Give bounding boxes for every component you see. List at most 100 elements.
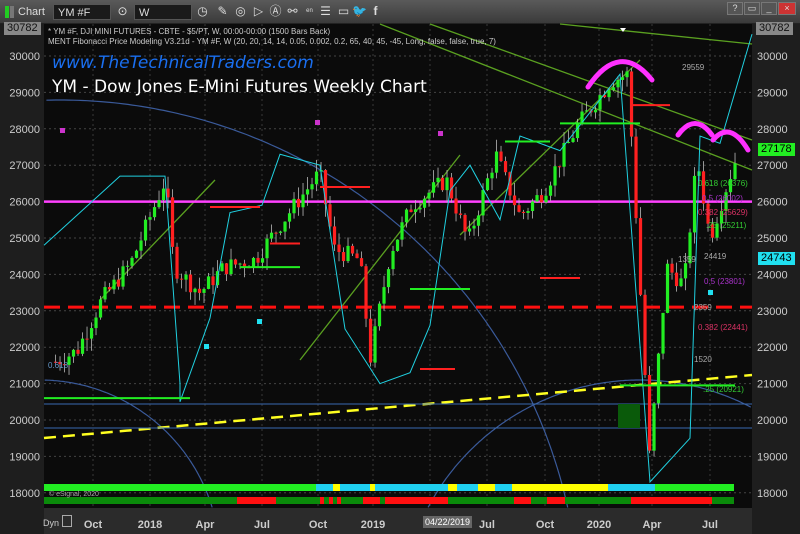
minimize-button[interactable]: _ bbox=[761, 2, 777, 15]
close-button[interactable]: × bbox=[778, 2, 796, 15]
y-tick-left: 25000 bbox=[9, 233, 40, 245]
candle-down bbox=[58, 361, 62, 365]
y-tick-right: 25000 bbox=[757, 233, 788, 245]
candle-down bbox=[512, 195, 517, 206]
x-tick: Oct bbox=[309, 519, 328, 531]
candle-up bbox=[530, 201, 535, 212]
restore-button[interactable]: ▭ bbox=[744, 2, 760, 15]
pencil-icon[interactable]: ✎ bbox=[217, 4, 228, 18]
trend-bar-segment bbox=[44, 484, 316, 491]
candle-up bbox=[382, 287, 386, 304]
trend-bar-segment bbox=[457, 484, 478, 491]
signal-marker bbox=[60, 128, 65, 133]
y-tick-right: 30000 bbox=[757, 51, 788, 63]
link-indicator-icon[interactable] bbox=[5, 4, 15, 20]
candle-up bbox=[611, 87, 616, 91]
candle-up bbox=[728, 179, 733, 193]
twitter-icon[interactable]: 🐦 bbox=[352, 4, 367, 18]
y-tick-left: 21000 bbox=[9, 379, 40, 391]
hand-drawn-top-arc bbox=[710, 129, 751, 153]
fib-annotation: 2359 bbox=[694, 303, 712, 312]
candle-down bbox=[521, 211, 526, 213]
study-header-symbol: * YM #F, DJI MINI FUTURES - CBTE - $5/PT… bbox=[48, 27, 331, 36]
candle-down bbox=[328, 204, 332, 227]
fib-annotation: 1359 bbox=[678, 255, 696, 264]
y-tick-right: 19000 bbox=[757, 451, 788, 463]
candle-up bbox=[481, 190, 485, 216]
candle-up bbox=[139, 240, 143, 251]
candle-up bbox=[418, 207, 422, 210]
candle-up bbox=[494, 151, 499, 173]
candle-up bbox=[206, 276, 211, 289]
candle-down bbox=[170, 197, 175, 247]
candle-up bbox=[161, 188, 166, 201]
candle-down bbox=[256, 257, 260, 263]
play-icon[interactable]: ▷ bbox=[253, 4, 264, 18]
fib-annotation: 0.382 (22441) bbox=[698, 323, 748, 332]
x-tick: Apr bbox=[643, 519, 663, 531]
candle-up bbox=[661, 312, 665, 354]
candle-up bbox=[445, 177, 449, 191]
signal-marker bbox=[315, 120, 320, 125]
candle-down bbox=[355, 253, 359, 259]
interval-select[interactable]: W bbox=[134, 4, 192, 20]
candle-up bbox=[652, 403, 656, 451]
dyn-label: Dyn bbox=[43, 518, 60, 528]
candle-down bbox=[710, 223, 715, 238]
candle-down bbox=[341, 252, 346, 262]
candle-up bbox=[575, 123, 580, 139]
candle-down bbox=[116, 279, 121, 287]
y-tick-right: 21000 bbox=[757, 379, 788, 391]
list-icon[interactable]: ☰ bbox=[320, 4, 331, 18]
candle-up bbox=[607, 90, 611, 98]
candle-up bbox=[143, 219, 148, 241]
help-button[interactable]: ? bbox=[727, 2, 743, 15]
dyn-toggle-icon[interactable] bbox=[62, 515, 72, 527]
x-tick: 2019 bbox=[361, 519, 385, 531]
fib-annotation: 0.382 (25629) bbox=[698, 208, 748, 217]
candle-up bbox=[80, 338, 85, 354]
candle-up bbox=[251, 257, 256, 268]
candle-down bbox=[674, 272, 679, 287]
candle-down bbox=[508, 172, 512, 196]
link-icon[interactable]: ⚯ bbox=[287, 4, 298, 18]
candle-up bbox=[220, 263, 224, 272]
right-axis-panel bbox=[752, 24, 800, 534]
candle-up bbox=[472, 225, 476, 229]
chart-style-icon[interactable]: ◎ bbox=[235, 4, 246, 18]
candle-up bbox=[476, 215, 481, 226]
trend-bar-segment bbox=[316, 484, 333, 491]
candle-up bbox=[562, 142, 566, 167]
fib-annotation: 1520 bbox=[694, 355, 712, 364]
candle-up bbox=[305, 189, 310, 195]
comment-icon[interactable]: ▭ bbox=[337, 4, 350, 18]
facebook-icon[interactable]: f bbox=[373, 4, 378, 18]
hand-drawn-top-arc bbox=[675, 121, 715, 138]
candle-down bbox=[517, 205, 521, 212]
candle-up bbox=[121, 266, 125, 287]
candle-up bbox=[724, 192, 728, 211]
alert-icon[interactable]: Ⓐ bbox=[269, 4, 282, 18]
y-tick-right: 24000 bbox=[757, 269, 788, 281]
y-tick-left: 22000 bbox=[9, 342, 40, 354]
symbol-select[interactable]: YM #F bbox=[53, 4, 111, 20]
candle-up bbox=[130, 257, 134, 266]
y-tick-left: 26000 bbox=[9, 197, 40, 209]
candle-down bbox=[454, 198, 458, 214]
fib-annotation: .25 (25211) bbox=[706, 221, 747, 230]
candle-up bbox=[283, 221, 287, 232]
candle-up bbox=[157, 200, 161, 208]
clock-icon[interactable]: ◷ bbox=[197, 4, 208, 18]
band-price-badge: 24743 bbox=[758, 252, 795, 265]
en-icon[interactable]: en bbox=[306, 8, 313, 14]
symbol-refresh-icon[interactable]: ⊙ bbox=[117, 4, 128, 18]
candle-down bbox=[53, 361, 58, 363]
trend-bar-segment bbox=[608, 484, 655, 491]
y-tick-right: 28000 bbox=[757, 124, 788, 136]
candle-down bbox=[233, 259, 238, 265]
candle-down bbox=[557, 166, 562, 168]
candle-up bbox=[94, 317, 98, 329]
fib-annotation: .25 (20921) bbox=[703, 385, 744, 394]
candle-up bbox=[656, 353, 661, 404]
